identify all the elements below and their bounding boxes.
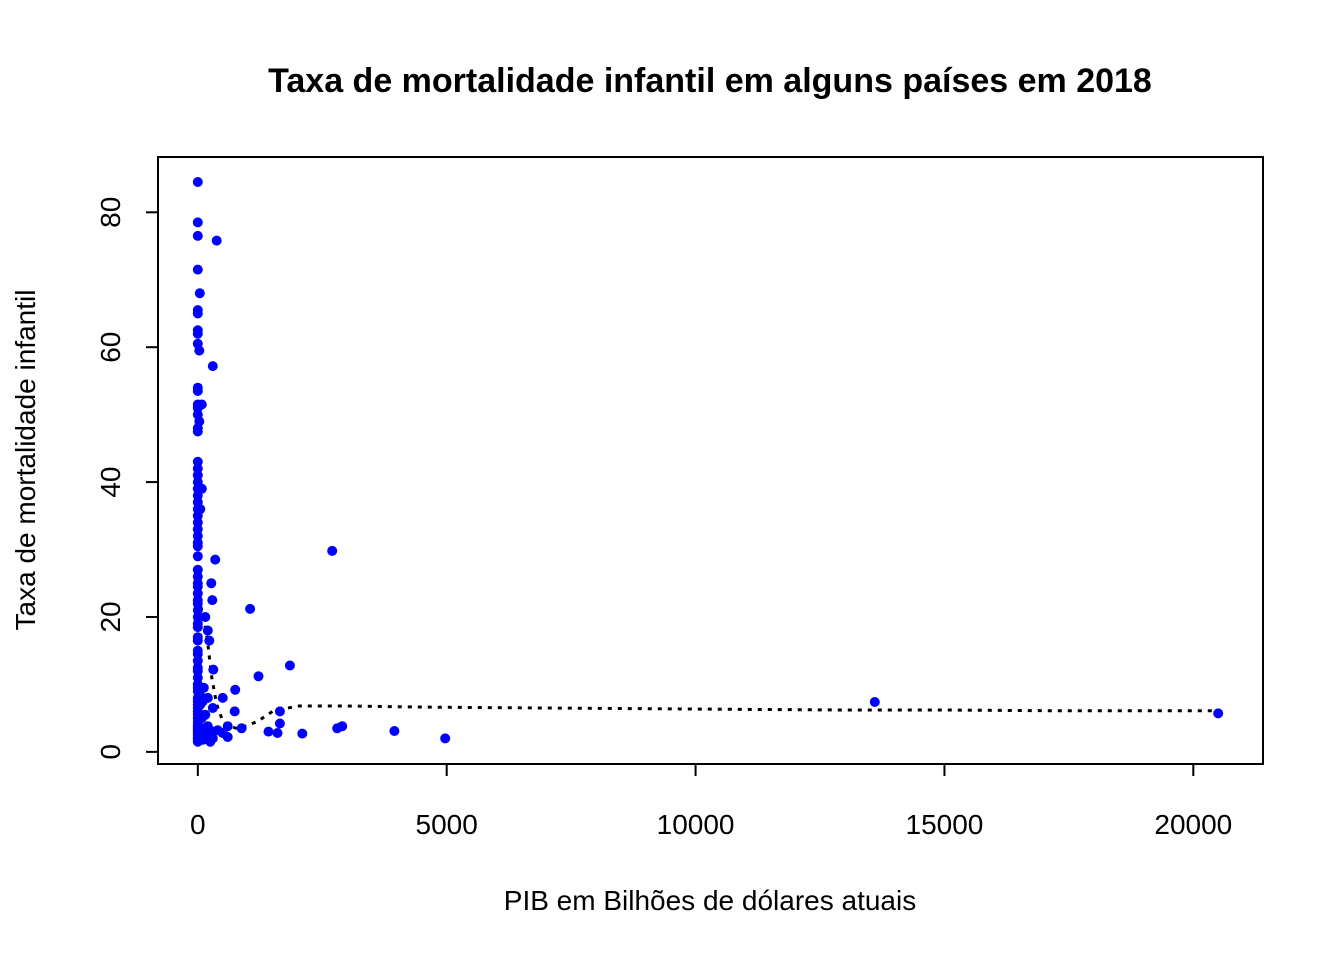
data-point	[236, 723, 247, 734]
y-axis-label: Taxa de mortalidade infantil	[10, 290, 41, 631]
x-axis-label: PIB em Bilhões de dólares atuais	[504, 885, 916, 916]
data-point	[192, 308, 203, 319]
trend-line	[196, 596, 1219, 731]
x-tick-label: 15000	[906, 809, 984, 840]
data-point	[297, 728, 308, 739]
y-tick-label: 40	[95, 467, 126, 498]
data-point	[192, 217, 203, 228]
points-layer	[192, 177, 1224, 747]
plot-frame	[157, 156, 1264, 765]
data-point	[208, 664, 219, 675]
data-point	[245, 603, 256, 614]
data-point	[327, 545, 338, 556]
data-point	[192, 541, 203, 552]
data-point	[389, 726, 400, 736]
y-tick-label: 0	[95, 744, 126, 760]
data-point	[230, 684, 241, 695]
chart-title: Taxa de mortalidade infantil em alguns p…	[268, 62, 1152, 100]
data-point	[192, 551, 203, 562]
x-tick-label: 0	[190, 809, 206, 840]
data-point	[206, 578, 217, 589]
data-point	[284, 660, 295, 671]
data-point	[194, 288, 205, 299]
data-point	[229, 706, 240, 717]
data-point	[211, 235, 222, 246]
data-point	[274, 718, 285, 729]
data-point	[337, 721, 348, 732]
data-point	[192, 328, 203, 339]
data-point	[869, 697, 880, 707]
data-point	[196, 399, 207, 410]
data-point	[192, 736, 203, 747]
y-tick-label: 80	[95, 197, 126, 228]
data-point	[217, 692, 228, 703]
data-point	[274, 706, 285, 717]
y-tick-label: 20	[95, 601, 126, 632]
data-point	[192, 635, 203, 646]
data-point	[263, 726, 274, 737]
data-point	[222, 732, 233, 742]
data-point	[200, 612, 211, 622]
x-tick-label: 5000	[416, 809, 478, 840]
x-tick-label: 10000	[657, 809, 735, 840]
data-point	[440, 733, 451, 744]
data-point	[1213, 708, 1224, 719]
data-point	[253, 671, 264, 682]
data-point	[192, 622, 203, 633]
data-point	[205, 736, 216, 747]
x-tick-label: 20000	[1154, 809, 1232, 840]
data-point	[192, 177, 203, 187]
data-point	[192, 386, 203, 396]
data-point	[207, 361, 218, 372]
y-tick-label: 60	[95, 332, 126, 363]
data-point	[192, 264, 203, 275]
data-point	[194, 345, 205, 356]
y-axis: 0 20 40 60 80	[95, 197, 159, 760]
data-point	[207, 703, 218, 713]
data-point	[204, 635, 215, 646]
data-point	[210, 554, 221, 565]
x-axis: 0 5000 10000 15000 20000	[190, 763, 1232, 840]
data-point	[192, 230, 203, 241]
data-point	[202, 625, 213, 636]
data-point	[207, 595, 218, 606]
trend-layer	[196, 596, 1219, 731]
data-point	[272, 728, 283, 738]
data-point	[192, 426, 203, 437]
